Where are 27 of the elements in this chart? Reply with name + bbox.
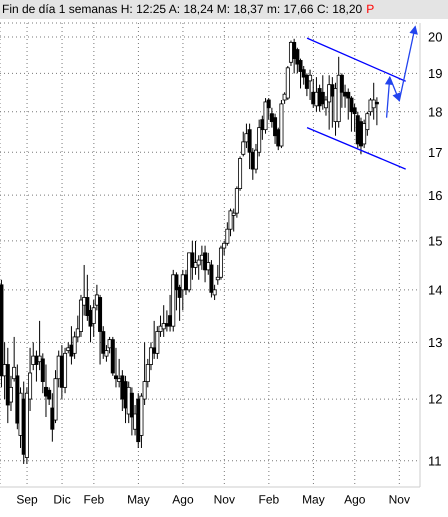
candlestick xyxy=(374,96,379,126)
y-tick-label: 19 xyxy=(428,66,442,82)
candlestick xyxy=(292,38,296,74)
x-tick-label: May xyxy=(127,492,150,507)
y-tick-label: 12 xyxy=(428,392,442,407)
candlestick xyxy=(327,74,332,130)
x-tick-label: Sep xyxy=(16,492,38,507)
x-tick-label: Ago xyxy=(344,492,366,507)
candlestick xyxy=(162,304,166,338)
text: P xyxy=(366,2,374,16)
y-tick-label: 14 xyxy=(428,282,442,298)
x-tick-label: Dic xyxy=(53,492,71,507)
y-tick-label: 17 xyxy=(428,144,442,160)
y-tick-label: 20 xyxy=(428,30,442,45)
y-tick-label: 15 xyxy=(428,234,442,249)
y-tick-label: 16 xyxy=(428,188,442,203)
chart-title: Fin de día 1 semanas H: 12:25 A: 18,24 M: 18,37 m: 17,66 C: 18,20 xyxy=(2,2,362,16)
x-tick-label: Feb xyxy=(84,492,105,507)
y-tick-label: 13 xyxy=(428,334,442,350)
candlestick xyxy=(203,245,208,283)
x-tick-label: Nov xyxy=(388,492,410,507)
x-tick-label: May xyxy=(302,492,325,507)
y-tick-label: 11 xyxy=(428,453,442,468)
x-tick-label: Feb xyxy=(258,492,280,507)
x-tick-label: Nov xyxy=(214,492,235,507)
x-tick-label: Ago xyxy=(172,492,194,507)
y-tick-label: 18 xyxy=(428,104,442,120)
